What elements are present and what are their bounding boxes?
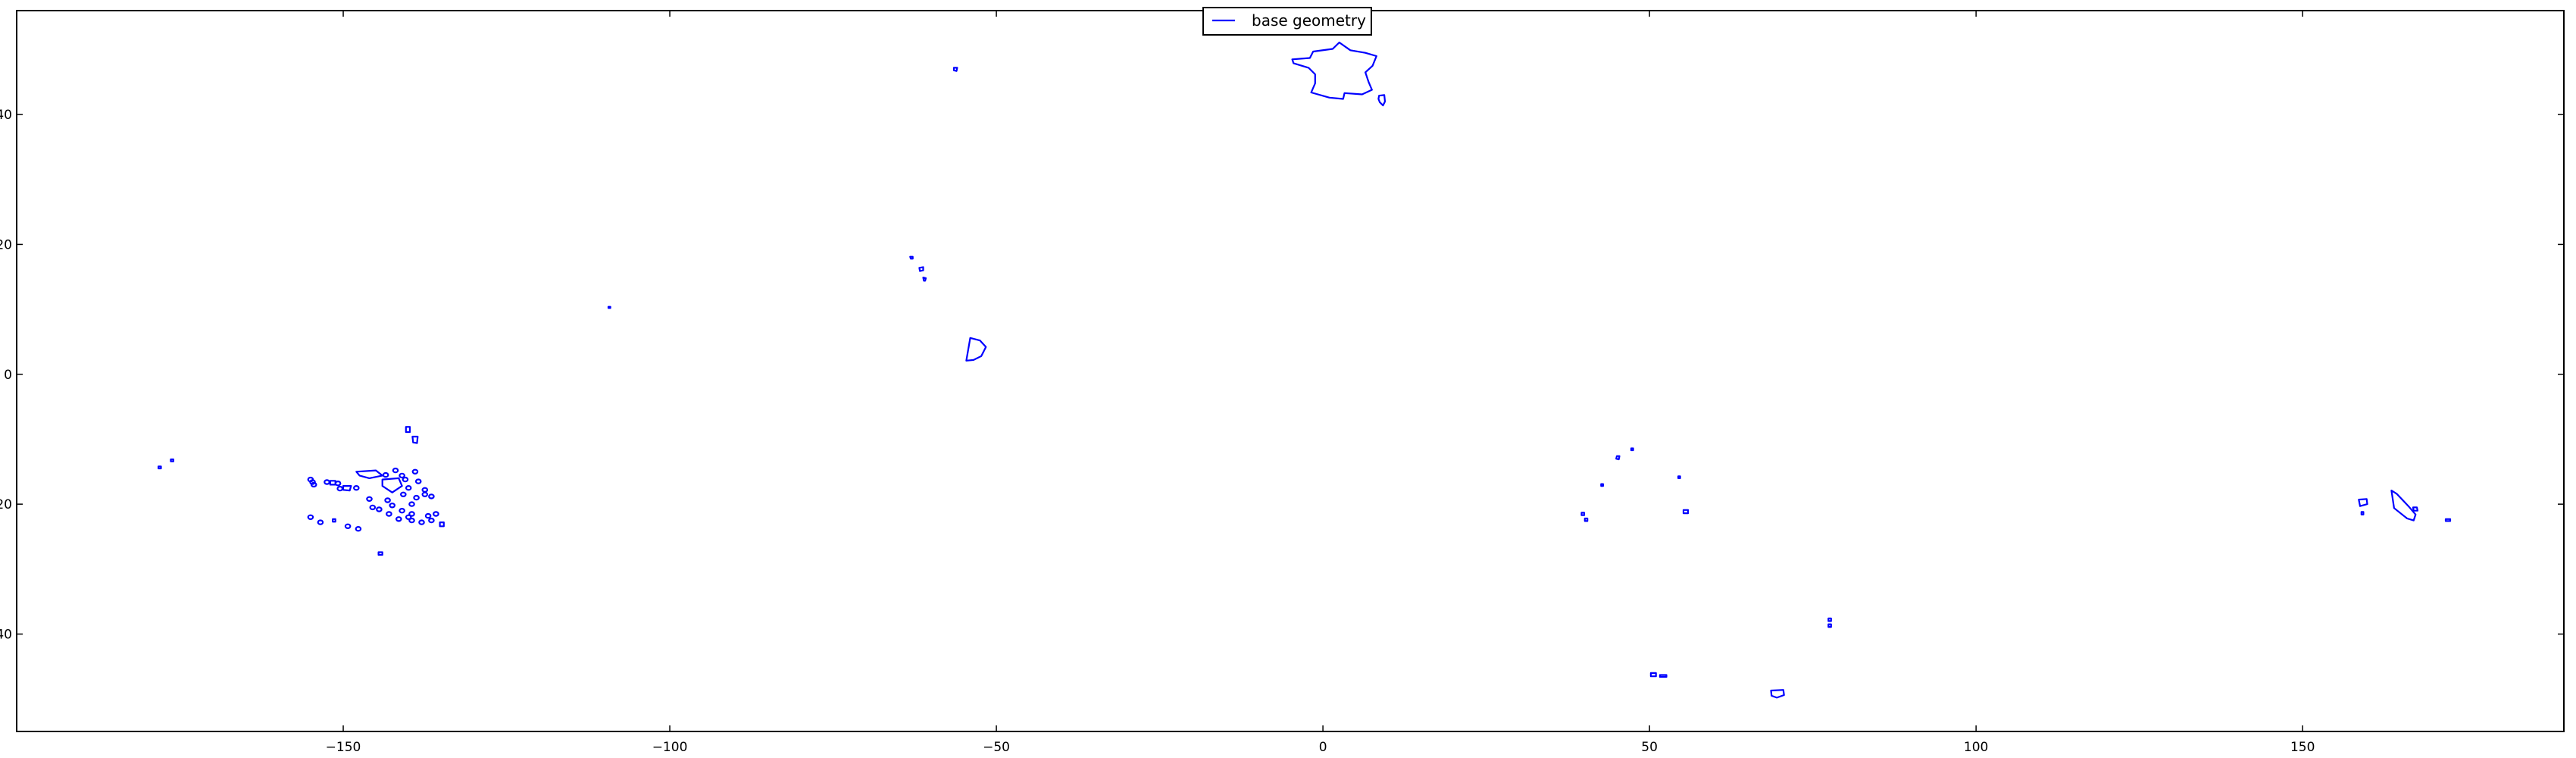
region-outline xyxy=(952,67,958,72)
region-outline xyxy=(1615,455,1621,461)
island-outline xyxy=(421,487,429,493)
island-outline xyxy=(334,481,342,487)
island-outline xyxy=(399,472,405,479)
region-outline xyxy=(2444,518,2452,522)
island-outline xyxy=(411,468,419,475)
island-outline xyxy=(424,512,432,519)
island-outline xyxy=(369,504,377,511)
island-outline xyxy=(399,508,405,514)
x-tick-label: 50 xyxy=(1641,740,1658,755)
island-outline xyxy=(376,506,383,512)
region-outline xyxy=(342,484,352,492)
island-outline xyxy=(408,501,415,507)
island-outline xyxy=(317,519,324,525)
region-outline xyxy=(1377,94,1386,107)
region-outline xyxy=(607,305,611,309)
region-outline xyxy=(355,469,383,480)
island-outline xyxy=(428,493,435,500)
region-outline xyxy=(332,518,336,523)
region-outline xyxy=(158,465,162,470)
region-outline xyxy=(1677,475,1681,480)
island-outline xyxy=(355,526,362,532)
legend: base geometry xyxy=(1202,7,1372,36)
island-outline xyxy=(352,485,360,491)
island-outline xyxy=(392,467,399,474)
region-outline xyxy=(1630,447,1634,452)
x-tick-label: 150 xyxy=(2290,740,2315,755)
island-outline xyxy=(382,471,389,478)
region-outline xyxy=(922,277,927,282)
region-outline xyxy=(1827,617,1832,622)
region-outline xyxy=(1649,672,1657,678)
y-axis: −40 −20 0 20 40 xyxy=(0,108,2564,642)
region-outline xyxy=(411,435,419,444)
island-outline xyxy=(309,479,316,485)
y-tick-label: 40 xyxy=(0,108,12,123)
x-tick-label: −100 xyxy=(652,740,688,755)
plot-frame xyxy=(16,10,2565,732)
x-tick-label: −50 xyxy=(983,740,1010,755)
island-outline xyxy=(414,478,422,484)
island-outline xyxy=(433,511,439,517)
region-outline xyxy=(965,337,987,362)
region-outline xyxy=(2412,506,2418,512)
region-outline xyxy=(2360,511,2365,515)
island-outline xyxy=(389,503,396,509)
island-outline xyxy=(366,496,373,503)
y-tick-label: 20 xyxy=(0,237,12,252)
island-outline xyxy=(386,511,392,517)
region-outline xyxy=(439,521,445,528)
region-outline xyxy=(1291,41,1377,100)
island-outline xyxy=(307,514,314,521)
island-outline xyxy=(344,523,352,530)
region-outline xyxy=(1580,512,1585,516)
island-outline xyxy=(405,485,412,491)
island-outline xyxy=(395,516,402,522)
region-outline xyxy=(918,266,924,272)
island-outline xyxy=(384,497,391,503)
region-outline xyxy=(1600,483,1604,487)
x-tick-label: 100 xyxy=(1964,740,1988,755)
region-outline xyxy=(170,458,174,462)
region-outline xyxy=(381,477,403,493)
region-outline xyxy=(1658,674,1668,678)
island-outline xyxy=(402,476,409,483)
island-outline xyxy=(408,511,415,517)
island-outline xyxy=(324,479,330,485)
island-outline xyxy=(421,491,429,498)
region-outline xyxy=(909,255,914,260)
data-layer xyxy=(158,41,2452,699)
x-tick-label: −150 xyxy=(326,740,361,755)
region-outline xyxy=(405,426,411,434)
island-outline xyxy=(413,494,420,501)
island-outline xyxy=(428,517,435,524)
region-outline xyxy=(377,551,383,556)
island-outline xyxy=(418,519,425,525)
island-outline xyxy=(336,485,344,492)
region-outline xyxy=(2390,489,2417,522)
y-tick-label: −20 xyxy=(0,497,12,512)
island-outline xyxy=(399,491,407,498)
region-outline xyxy=(1583,517,1589,522)
y-tick-label: −40 xyxy=(0,627,12,642)
x-tick-label: 0 xyxy=(1319,740,1327,755)
island-outline xyxy=(408,517,415,524)
x-axis: −150 −100 −50 0 50 100 150 xyxy=(326,11,2315,755)
region-outline xyxy=(1827,623,1832,628)
y-tick-label: 0 xyxy=(4,368,12,383)
region-outline xyxy=(329,480,336,486)
legend-label: base geometry xyxy=(1252,11,1366,30)
region-outline xyxy=(2358,498,2368,507)
region-outline xyxy=(1770,689,1785,699)
island-outline xyxy=(405,514,412,521)
region-outline xyxy=(1682,509,1690,515)
